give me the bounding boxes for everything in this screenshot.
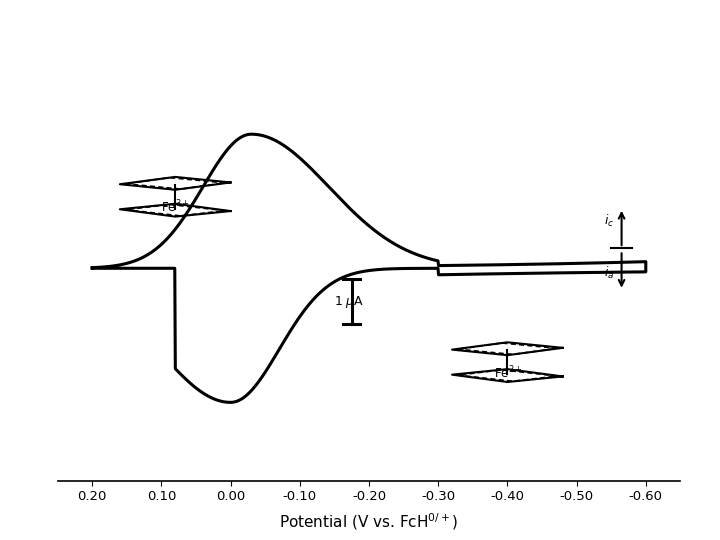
Text: Fe$^{3+}$: Fe$^{3+}$: [161, 199, 190, 215]
Text: $i_a$: $i_a$: [604, 265, 615, 281]
Text: Cyclic Voltammogram: Cyclic Voltammogram: [10, 22, 382, 51]
Text: Fe$^{2+}$: Fe$^{2+}$: [494, 364, 523, 381]
Text: $i_c$: $i_c$: [604, 213, 614, 230]
Text: VIPEr Workshop 2015 –
B2GS1: Electrochemistry: VIPEr Workshop 2015 – B2GS1: Electrochem…: [7, 510, 120, 529]
Text: Lafayette College – Nataro: Lafayette College – Nataro: [278, 515, 408, 525]
Text: 1 $\mu$A: 1 $\mu$A: [334, 294, 365, 310]
Text: Slide 3: Slide 3: [646, 515, 679, 525]
X-axis label: Potential (V vs. FcH$^{0/+}$): Potential (V vs. FcH$^{0/+}$): [279, 512, 459, 532]
